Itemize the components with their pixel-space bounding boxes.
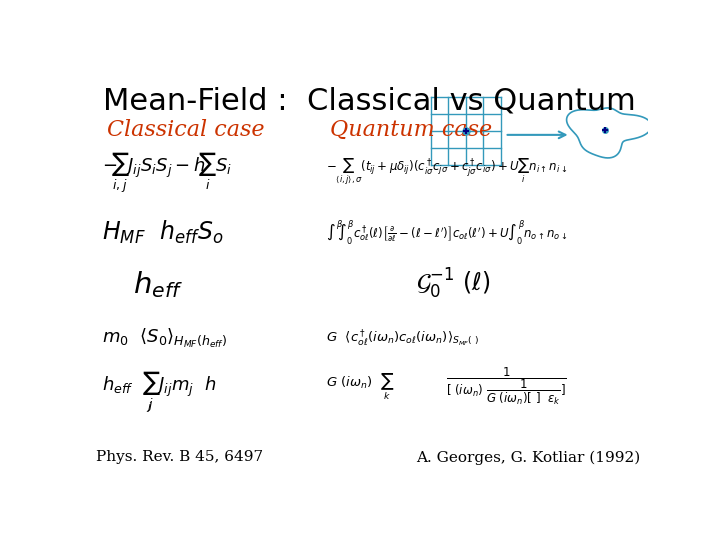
- Text: $H_{MF}\ \  h_{eff}S_o$: $H_{MF}\ \ h_{eff}S_o$: [102, 219, 223, 246]
- Text: Mean-Field :  Classical vs Quantum: Mean-Field : Classical vs Quantum: [103, 86, 635, 116]
- Text: $-\!\!\sum_{i,j} J_{ij}S_iS_j - h\!\!\sum_i S_i$: $-\!\!\sum_{i,j} J_{ij}S_iS_j - h\!\!\su…: [102, 151, 232, 195]
- Text: $\dfrac{1}{[\ (i\omega_n)\ \dfrac{1}{G\ (i\omega_n)[\ ]\ \ \varepsilon_k}]}$: $\dfrac{1}{[\ (i\omega_n)\ \dfrac{1}{G\ …: [446, 366, 567, 407]
- Text: Classical case: Classical case: [107, 119, 264, 141]
- Text: $G\ \ \langle c^\dagger_{o\ell}(i\omega_n)c_{o\ell}(i\omega_n)\rangle_{S_{MF}(\ : $G\ \ \langle c^\dagger_{o\ell}(i\omega_…: [326, 328, 480, 349]
- Text: Quantum case: Quantum case: [330, 119, 492, 141]
- Text: $\int^\beta\!\!\int^\beta_0 c^\dagger_{o\ell}(\ell)\left[\frac{\partial}{\partia: $\int^\beta\!\!\int^\beta_0 c^\dagger_{o…: [326, 218, 568, 247]
- Text: $-\sum_{\langle i,j\rangle,\sigma}(t_{ij}+\mu\delta_{ij})(c^\dagger_{i\sigma}c_{: $-\sum_{\langle i,j\rangle,\sigma}(t_{ij…: [326, 157, 567, 188]
- Text: $h_{eff}\ \ \sum_j J_{ij}m_j\ \ h$: $h_{eff}\ \ \sum_j J_{ij}m_j\ \ h$: [102, 370, 217, 414]
- Text: $\mathcal{G}^{-1}_0\ (\ell)$: $\mathcal{G}^{-1}_0\ (\ell)$: [415, 267, 490, 301]
- Text: Phys. Rev. B 45, 6497: Phys. Rev. B 45, 6497: [96, 450, 264, 464]
- Text: $h_{eff}$: $h_{eff}$: [132, 269, 183, 300]
- Text: $m_0\ \ \langle S_0\rangle_{H_{MF}(h_{eff})}$: $m_0\ \ \langle S_0\rangle_{H_{MF}(h_{ef…: [102, 327, 227, 350]
- Text: $j$: $j$: [145, 401, 152, 415]
- Text: A. Georges, G. Kotliar (1992): A. Georges, G. Kotliar (1992): [416, 450, 640, 465]
- Text: $G\ (i\omega_n)\ \ \sum_k$: $G\ (i\omega_n)\ \ \sum_k$: [326, 372, 395, 402]
